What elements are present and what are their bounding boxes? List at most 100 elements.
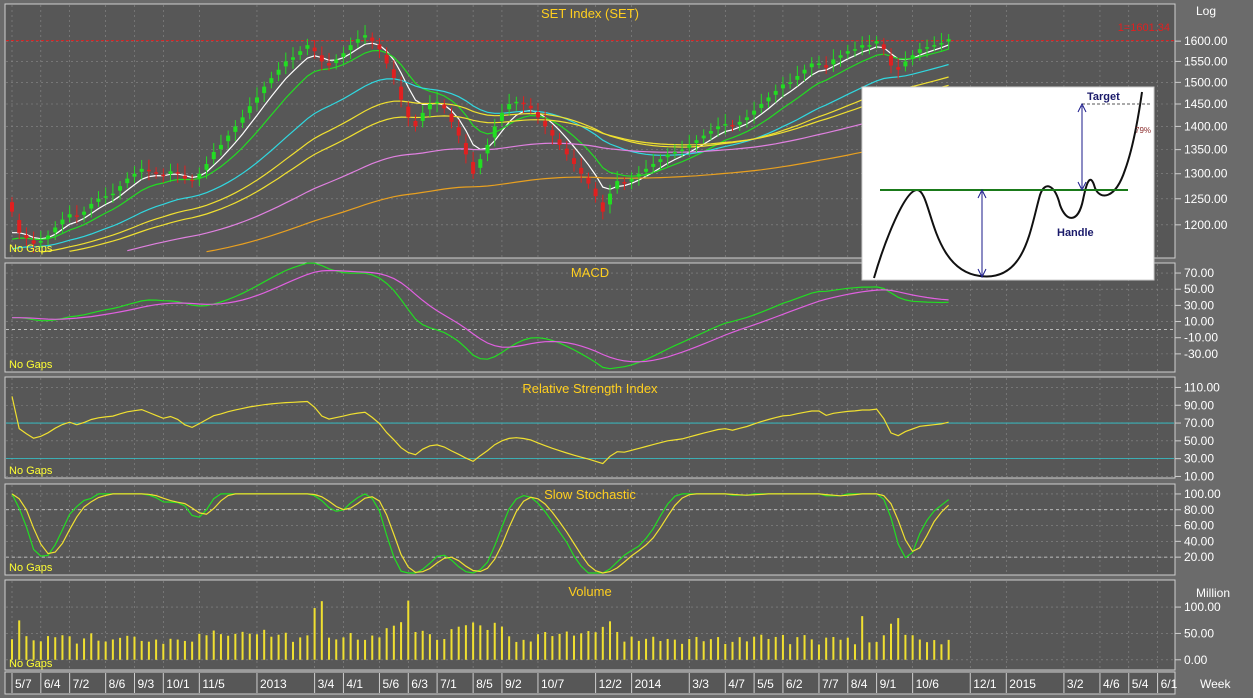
volume-bar xyxy=(738,637,741,660)
y-tick-label: 1350.00 xyxy=(1184,143,1228,157)
price-candle xyxy=(125,178,130,184)
y-tick-label: 50.00 xyxy=(1184,282,1214,296)
price-candle xyxy=(254,97,259,103)
price-candle xyxy=(197,173,202,179)
price-candle xyxy=(780,84,785,89)
y-tick-label: 100.00 xyxy=(1184,600,1221,614)
volume-bar xyxy=(666,638,669,660)
ema-yellow-line xyxy=(40,76,949,253)
x-tick-label: 5/7 xyxy=(15,677,32,691)
volume-bar xyxy=(428,634,431,660)
price-candle xyxy=(74,215,79,217)
price-candle xyxy=(723,124,728,126)
price-candle xyxy=(485,144,490,154)
price-candle xyxy=(305,45,310,49)
price-candle xyxy=(946,39,951,42)
no-gaps-label-price: No Gaps xyxy=(9,243,53,255)
volume-bar xyxy=(897,618,900,660)
volume-bar xyxy=(745,641,748,660)
price-candle xyxy=(896,67,901,70)
x-tick-label: 6/1 xyxy=(1161,677,1178,691)
volume-bar xyxy=(212,630,215,660)
volume-bar xyxy=(248,633,251,660)
price-candle xyxy=(658,159,663,163)
x-tick-label: 8/4 xyxy=(851,677,868,691)
price-candle xyxy=(168,171,173,175)
y-tick-label: 1250.00 xyxy=(1184,192,1228,206)
volume-bar xyxy=(861,616,864,660)
y-tick-label: 1450.00 xyxy=(1184,97,1228,111)
x-tick-label: 4/1 xyxy=(346,677,363,691)
volume-bar xyxy=(75,643,78,660)
no-gaps-label-rsi: No Gaps xyxy=(9,465,53,477)
series-layer xyxy=(6,40,1174,574)
y-tick-label: 20.00 xyxy=(1184,550,1214,564)
volume-bar xyxy=(414,631,417,660)
price-candle xyxy=(67,214,72,218)
volume-bar xyxy=(580,633,583,660)
y-tick-label: 90.00 xyxy=(1184,398,1214,412)
volume-bar xyxy=(803,635,806,660)
price-candle xyxy=(262,86,267,94)
price-candle xyxy=(334,59,339,64)
price-candle xyxy=(579,167,584,174)
price-candle xyxy=(348,45,353,50)
volume-bar xyxy=(255,634,258,660)
price-candle xyxy=(766,97,771,102)
price-candle xyxy=(860,45,865,48)
price-candle xyxy=(269,78,274,84)
price-candle xyxy=(644,168,649,172)
volume-bar xyxy=(299,637,302,660)
volume-bar xyxy=(97,640,100,660)
volume-bar xyxy=(54,637,57,660)
marks-layer xyxy=(10,25,951,660)
target-arrowheads xyxy=(1077,102,1087,192)
volume-bar xyxy=(11,639,13,660)
volume-bar xyxy=(882,635,885,660)
volume-bar xyxy=(493,622,496,660)
price-candle xyxy=(809,63,814,68)
price-candle xyxy=(435,101,440,104)
volume-bar xyxy=(457,626,460,660)
price-candle xyxy=(636,173,641,177)
volume-bar xyxy=(609,621,612,660)
price-candle xyxy=(154,172,159,174)
x-tick-label: 9/1 xyxy=(880,677,897,691)
y-tick-label: 30.00 xyxy=(1184,452,1214,466)
x-tick-label: 5/6 xyxy=(382,677,399,691)
price-candle xyxy=(759,104,764,108)
price-candle xyxy=(31,240,36,244)
volume-bar xyxy=(364,639,367,660)
cup-handle-curve xyxy=(873,91,1143,279)
price-candle xyxy=(146,169,151,172)
price-candle xyxy=(492,126,497,138)
x-tick-label: 6/2 xyxy=(786,677,803,691)
volume-bar xyxy=(68,636,71,660)
volume-bar xyxy=(111,639,114,660)
price-candle xyxy=(571,158,576,164)
price-candle xyxy=(788,82,793,84)
x-tick-label: 10/6 xyxy=(916,677,940,691)
y-tick-label: 1500.00 xyxy=(1184,75,1228,89)
resistance-label: 1=1601.34 xyxy=(1118,22,1170,34)
volume-bar xyxy=(695,636,698,660)
price-candle xyxy=(737,121,742,125)
price-candle xyxy=(867,45,872,47)
volume-bar xyxy=(601,626,604,660)
volume-bar xyxy=(731,641,734,660)
price-candle xyxy=(233,126,238,132)
volume-bar xyxy=(263,629,266,660)
price-candle xyxy=(824,65,829,68)
volume-bar xyxy=(277,634,280,660)
x-tick-label: 10/7 xyxy=(541,677,565,691)
volume-bar xyxy=(313,608,316,660)
volume-bar xyxy=(191,641,194,660)
price-candle xyxy=(24,235,29,239)
price-candle xyxy=(319,55,324,62)
price-candle xyxy=(456,127,461,136)
x-tick-label: 8/6 xyxy=(109,677,126,691)
price-candle xyxy=(298,51,303,55)
volume-bar xyxy=(176,639,179,660)
price-candle xyxy=(557,139,562,145)
